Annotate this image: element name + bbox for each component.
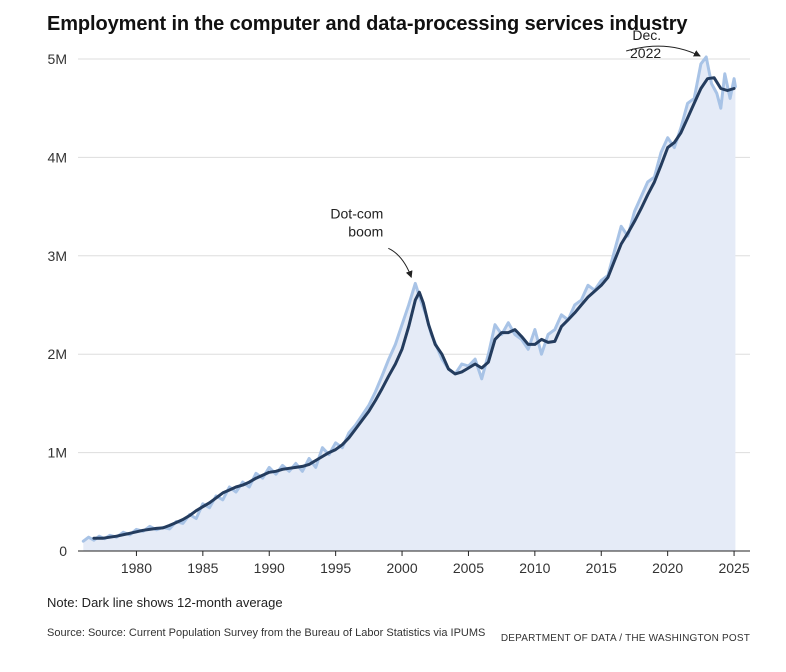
source-credit: Source: Source: Current Population Surve…	[47, 627, 486, 639]
series-layer	[81, 55, 737, 543]
x-tick-label: 1995	[320, 560, 351, 576]
y-tick-label: 0	[59, 543, 67, 559]
annotation-arrow	[626, 45, 701, 57]
chart-note: Note: Dark line shows 12-month average	[47, 595, 283, 610]
x-tick-label: 2005	[453, 560, 484, 576]
publisher-credit: DEPARTMENT OF DATA / THE WASHINGTON POST	[500, 633, 750, 644]
y-tick-label: 1M	[48, 445, 67, 461]
chart-title: Employment in the computer and data-proc…	[47, 13, 688, 35]
annotation-label: boom	[348, 223, 383, 239]
annotation-label: Dot-com	[330, 205, 383, 221]
annotation-layer: Dot-com boom Dec. 2022	[330, 27, 701, 279]
y-tick-label: 5M	[48, 51, 67, 67]
x-tick-label: 2025	[718, 560, 749, 576]
y-tick-label: 2M	[48, 346, 67, 362]
x-tick-label: 2000	[386, 560, 417, 576]
series-line-average	[92, 76, 736, 540]
annotation-label: Dec.	[632, 27, 661, 43]
x-tick-label: 1990	[254, 560, 285, 576]
x-tick-label: 2010	[519, 560, 550, 576]
x-tick-label: 1980	[121, 560, 152, 576]
y-tick-label: 4M	[48, 149, 67, 165]
line-chart: 0 1M 2M 3M 4M 5M 1980 1985 1990 1995 2000 2005 2010 2…	[48, 27, 750, 576]
x-tick-label: 2015	[586, 560, 617, 576]
y-tick-label: 3M	[48, 248, 67, 264]
annotation-label: 2022	[630, 45, 661, 61]
annotation-arrow	[388, 247, 413, 279]
x-tick-label: 1985	[187, 560, 218, 576]
x-tick-label: 2020	[652, 560, 683, 576]
axis-layer: 0 1M 2M 3M 4M 5M 1980 1985 1990 1995 2000 2005 2010 2…	[48, 51, 750, 576]
